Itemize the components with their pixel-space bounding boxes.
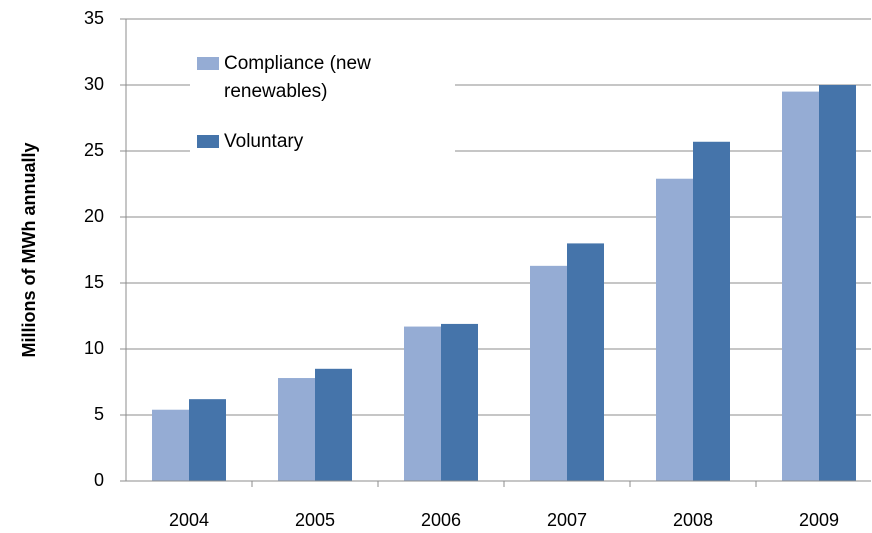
x-tick-label: 2009 <box>799 510 839 530</box>
bar <box>441 323 478 481</box>
bar <box>278 378 315 481</box>
y-tick-label: 15 <box>84 272 104 292</box>
bar <box>693 141 730 481</box>
bar <box>152 409 189 481</box>
bar <box>189 399 226 481</box>
y-tick-label: 20 <box>84 206 104 226</box>
bar <box>404 326 441 481</box>
y-tick-label: 10 <box>84 338 104 358</box>
y-tick-label: 30 <box>84 74 104 94</box>
legend-box <box>190 30 455 170</box>
x-tick-label: 2005 <box>295 510 335 530</box>
y-tick-label: 35 <box>84 8 104 28</box>
y-tick-label: 0 <box>94 470 104 490</box>
bar <box>567 243 604 481</box>
legend-label: Voluntary <box>224 131 304 152</box>
y-tick-label: 5 <box>94 404 104 424</box>
legend-swatch <box>197 135 219 148</box>
x-tick-label: 2004 <box>169 510 209 530</box>
bar <box>782 91 819 481</box>
y-axis-label: Millions of MWh annually <box>19 143 39 358</box>
legend-label: Compliance (new renewables) <box>224 53 371 102</box>
bar <box>530 265 567 481</box>
legend-swatch <box>197 57 219 70</box>
x-tick-label: 2006 <box>421 510 461 530</box>
y-tick-label: 25 <box>84 140 104 160</box>
bar <box>315 368 352 481</box>
x-tick-label: 2007 <box>547 510 587 530</box>
bar <box>819 85 856 481</box>
bar <box>656 178 693 481</box>
x-tick-label: 2008 <box>673 510 713 530</box>
